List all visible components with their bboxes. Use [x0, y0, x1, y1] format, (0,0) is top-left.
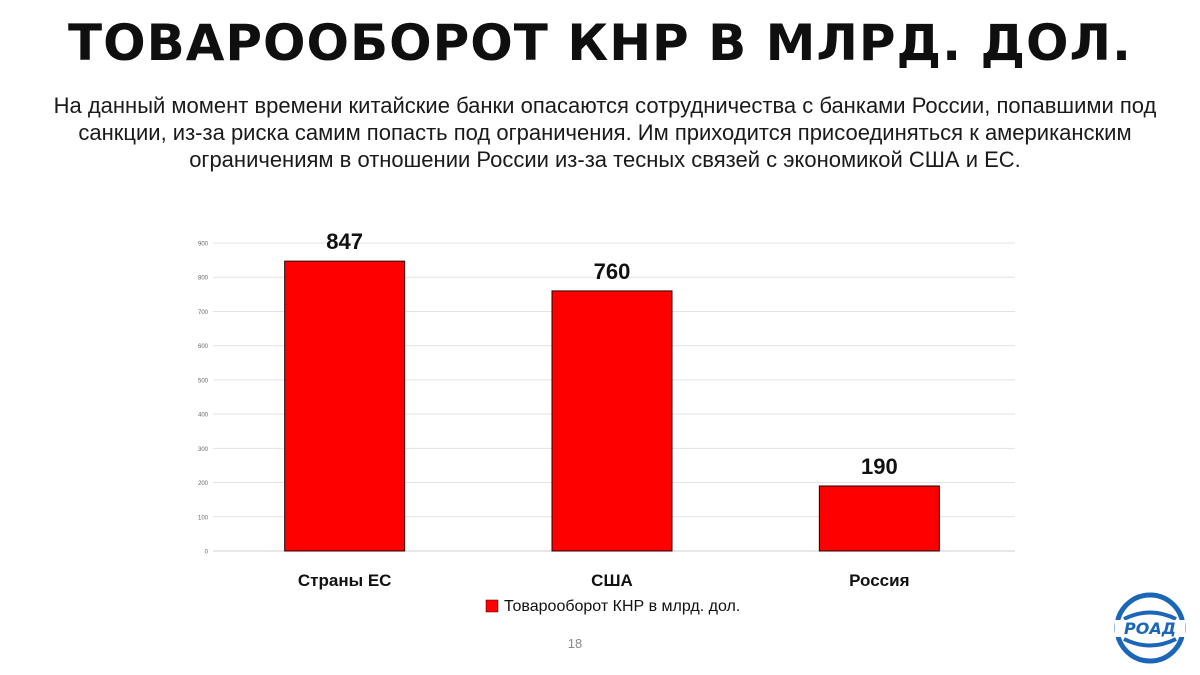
y-tick-label: 0 [205, 550, 209, 556]
bar [284, 260, 406, 552]
data-label: 760 [594, 259, 631, 284]
legend-label: Товарооборот КНР в млрд. дол. [504, 598, 740, 615]
logo-arc-bottom-icon [1123, 637, 1177, 648]
x-tick-label: Страны ЕС [298, 571, 392, 590]
page-number: 18 [567, 636, 583, 651]
data-label: 190 [861, 454, 898, 479]
y-tick-label: 400 [198, 413, 209, 419]
chart-y-axis: 0 100 200 300 400 500 600 700 800 900 [198, 242, 209, 556]
logo-text: РОАД [1124, 619, 1176, 638]
x-tick-label: США [591, 571, 633, 590]
bar [551, 290, 673, 552]
legend-swatch [485, 599, 499, 613]
slide-paragraph: На данный момент времени китайские банки… [53, 93, 1157, 172]
slide-title: ТОВАРООБОРОТ КНР В МЛРД. ДОЛ. [67, 14, 1133, 72]
data-label: 847 [326, 229, 363, 254]
x-tick-label: Россия [849, 571, 909, 590]
y-tick-label: 600 [198, 344, 209, 350]
road-logo: РОАД [1114, 592, 1186, 664]
bar [818, 485, 940, 552]
y-tick-label: 500 [198, 378, 209, 384]
y-tick-label: 200 [198, 481, 209, 487]
chart-legend: Товарооборот КНР в млрд. дол. [485, 598, 740, 615]
y-tick-label: 100 [198, 515, 209, 521]
y-tick-label: 300 [198, 447, 209, 453]
y-tick-label: 900 [198, 242, 209, 248]
chart-bars: 847 760 190 [284, 229, 940, 552]
y-tick-label: 700 [198, 310, 209, 316]
y-tick-label: 800 [198, 276, 209, 282]
logo-arc-icon [1123, 610, 1177, 621]
chart-x-axis: Страны ЕС США Россия [298, 571, 910, 590]
